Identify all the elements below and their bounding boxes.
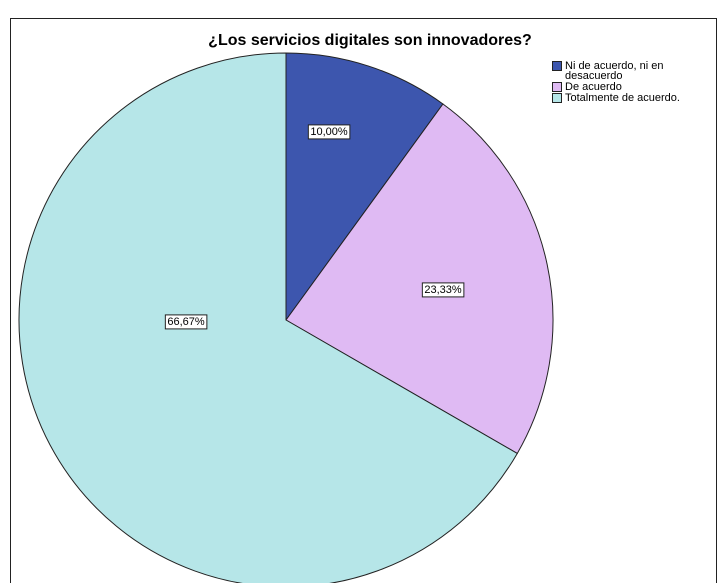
legend-item: De acuerdo — [552, 81, 702, 93]
legend: Ni de acuerdo, ni en desacuerdo De acuerd… — [552, 61, 702, 104]
legend-label: Ni de acuerdo, ni en desacuerdo — [565, 60, 664, 82]
legend-swatch — [552, 61, 562, 71]
data-label: 66,67% — [167, 316, 205, 328]
legend-label: Totalmente de acuerdo. — [565, 92, 680, 104]
legend-swatch — [552, 82, 562, 92]
data-label: 23,33% — [424, 284, 462, 296]
chart-title: ¿Los servicios digitales son innovadores… — [208, 32, 532, 49]
data-label: 10,00% — [310, 126, 348, 138]
legend-label: De acuerdo — [565, 81, 622, 93]
legend-item: Ni de acuerdo, ni en desacuerdo — [552, 60, 702, 82]
label-box — [307, 124, 351, 140]
pie-slice — [285, 52, 444, 322]
legend-swatch — [552, 93, 562, 103]
pie-slice — [18, 52, 518, 583]
legend-item: Totalmente de acuerdo. — [552, 92, 702, 104]
frame — [10, 18, 717, 583]
label-box — [421, 282, 465, 298]
pie-slice — [285, 103, 554, 455]
label-box — [164, 314, 208, 330]
